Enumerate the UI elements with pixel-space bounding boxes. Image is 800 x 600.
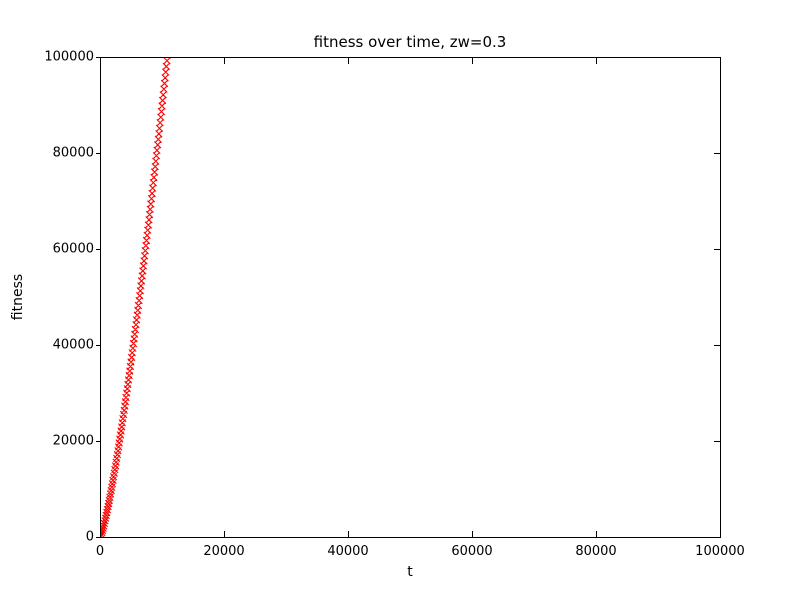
x-tick-label: 60000: [451, 544, 493, 559]
x-tick-label: 80000: [575, 544, 617, 559]
y-tick-label: 0: [85, 529, 94, 545]
data-markers: [100, 57, 172, 537]
x-tick-label: 20000: [203, 544, 245, 559]
x-axis-label: t: [407, 564, 413, 580]
y-tick-label: 60000: [52, 241, 94, 257]
y-tick-label: 20000: [52, 433, 94, 449]
y-axis-label: fitness: [10, 273, 26, 321]
y-tick-label: 100000: [44, 49, 94, 65]
x-tick-label: 40000: [327, 544, 369, 559]
y-tick-label: 40000: [52, 337, 94, 353]
chart-title: fitness over time, zw=0.3: [313, 33, 507, 51]
x-tick-label: 0: [95, 544, 105, 559]
y-tick-label: 80000: [52, 145, 94, 161]
axes-frame: [100, 57, 721, 538]
axis-ticks: [96, 57, 721, 538]
x-tick-label: 100000: [695, 544, 745, 559]
